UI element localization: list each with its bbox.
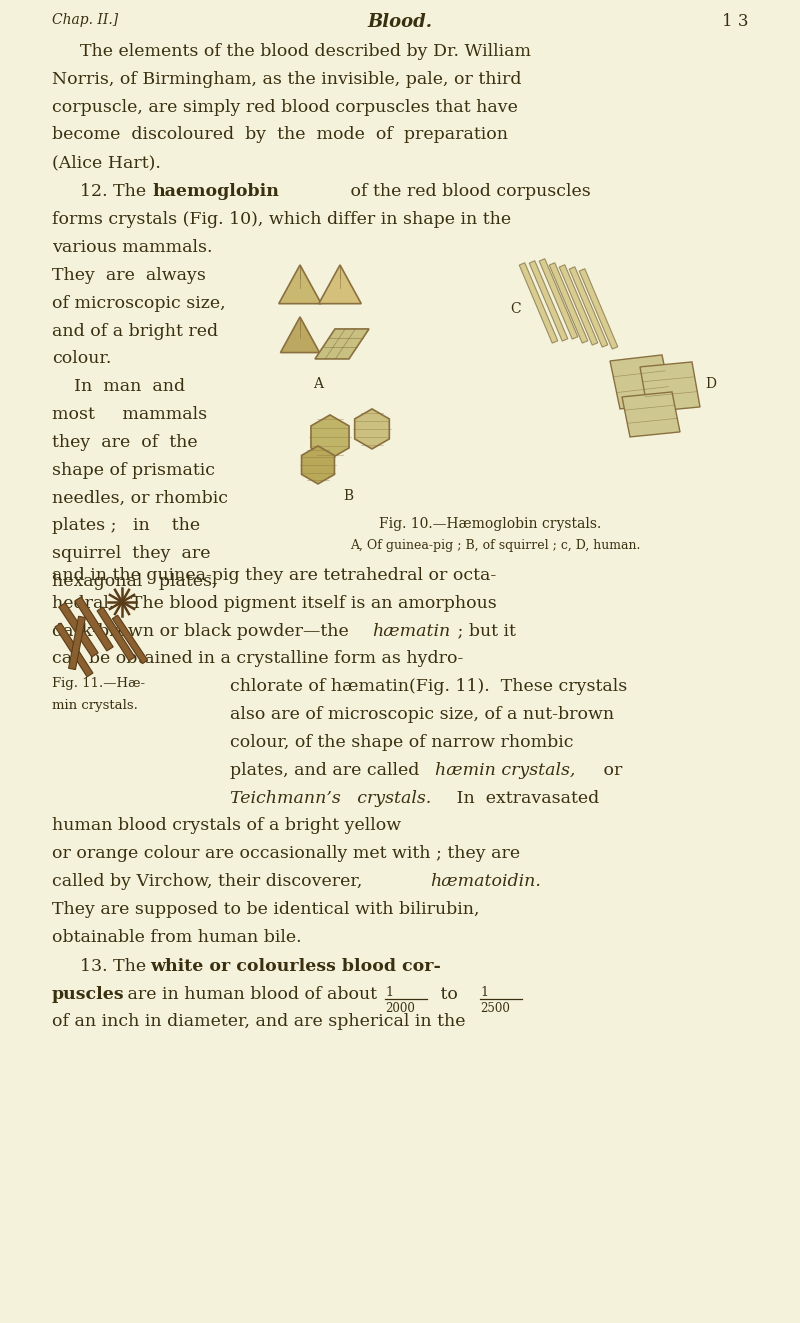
Text: squirrel  they  are: squirrel they are — [52, 545, 210, 562]
Text: to: to — [435, 986, 463, 1003]
Text: Blood.: Blood. — [367, 13, 433, 30]
Text: A: A — [313, 377, 323, 390]
Text: colour, of the shape of narrow rhombic: colour, of the shape of narrow rhombic — [230, 734, 574, 751]
Text: 12. The: 12. The — [80, 184, 152, 201]
Text: or: or — [598, 762, 622, 779]
Text: In  man  and: In man and — [52, 378, 185, 396]
Text: haemoglobin: haemoglobin — [152, 184, 279, 201]
Text: of an inch in diameter, and are spherical in the: of an inch in diameter, and are spherica… — [52, 1013, 466, 1031]
Text: forms crystals (Fig. 10), which differ in shape in the: forms crystals (Fig. 10), which differ i… — [52, 212, 511, 229]
Polygon shape — [74, 597, 114, 651]
Polygon shape — [278, 265, 322, 304]
Polygon shape — [59, 603, 98, 658]
Text: chlorate of hæmatin(Fig. 11).  These crystals: chlorate of hæmatin(Fig. 11). These crys… — [230, 679, 627, 695]
Text: they  are  of  the: they are of the — [52, 434, 198, 451]
Polygon shape — [550, 263, 588, 343]
Text: called by Virchow, their discoverer,: called by Virchow, their discoverer, — [52, 873, 368, 890]
Text: of the red blood corpuscles: of the red blood corpuscles — [345, 184, 590, 201]
Text: 1: 1 — [385, 986, 393, 999]
Text: colour.: colour. — [52, 351, 111, 368]
Text: Norris, of Birmingham, as the invisible, pale, or third: Norris, of Birmingham, as the invisible,… — [52, 71, 522, 87]
Polygon shape — [315, 329, 369, 359]
Text: plates, and are called: plates, and are called — [230, 762, 425, 779]
Polygon shape — [318, 265, 362, 304]
Text: various mammals.: various mammals. — [52, 239, 213, 257]
Polygon shape — [354, 409, 390, 448]
Text: white or colourless blood cor-: white or colourless blood cor- — [150, 958, 441, 975]
Text: plates ;   in    the: plates ; in the — [52, 517, 200, 534]
Polygon shape — [69, 617, 86, 669]
Polygon shape — [570, 267, 608, 347]
Text: can be obtained in a crystalline form as hydro-: can be obtained in a crystalline form as… — [52, 651, 463, 667]
Text: D: D — [705, 377, 716, 390]
Text: Fig. 11.—Hæ-: Fig. 11.—Hæ- — [52, 677, 145, 689]
Text: and of a bright red: and of a bright red — [52, 323, 218, 340]
Text: dark-brown or black powder—the: dark-brown or black powder—the — [52, 623, 354, 639]
Text: 1: 1 — [480, 986, 488, 999]
Polygon shape — [610, 355, 672, 409]
Polygon shape — [519, 263, 558, 343]
Text: They are supposed to be identical with bilirubin,: They are supposed to be identical with b… — [52, 901, 479, 918]
Text: min crystals.: min crystals. — [52, 699, 138, 712]
Text: A, Of guinea-pig ; B, of squirrel ; c, D, human.: A, Of guinea-pig ; B, of squirrel ; c, D… — [350, 538, 640, 552]
Text: obtainable from human bile.: obtainable from human bile. — [52, 929, 302, 946]
Polygon shape — [530, 261, 568, 341]
Text: hedral.   The blood pigment itself is an amorphous: hedral. The blood pigment itself is an a… — [52, 595, 497, 611]
Polygon shape — [55, 623, 93, 677]
Text: 13. The: 13. The — [80, 958, 152, 975]
Text: Fig. 10.—Hæmoglobin crystals.: Fig. 10.—Hæmoglobin crystals. — [379, 517, 601, 531]
Text: B: B — [343, 490, 353, 503]
Text: hexagonal   plates,: hexagonal plates, — [52, 573, 218, 590]
Text: corpuscle, are simply red blood corpuscles that have: corpuscle, are simply red blood corpuscl… — [52, 99, 518, 115]
Polygon shape — [311, 415, 349, 459]
Polygon shape — [539, 259, 578, 339]
Text: become  discoloured  by  the  mode  of  preparation: become discoloured by the mode of prepar… — [52, 127, 508, 143]
Text: are in human blood of about: are in human blood of about — [122, 986, 382, 1003]
Text: 2500: 2500 — [480, 1002, 510, 1015]
Polygon shape — [559, 265, 598, 345]
Text: and in the guinea-pig they are tetrahedral or octa-: and in the guinea-pig they are tetrahedr… — [52, 568, 496, 583]
Text: Teichmann’s   crystals.: Teichmann’s crystals. — [230, 790, 431, 807]
Text: hæmin crystals,: hæmin crystals, — [435, 762, 575, 779]
Text: or orange colour are occasionally met with ; they are: or orange colour are occasionally met wi… — [52, 845, 520, 863]
Text: ; but it: ; but it — [452, 623, 516, 639]
Text: shape of prismatic: shape of prismatic — [52, 462, 215, 479]
Polygon shape — [97, 607, 135, 660]
Text: needles, or rhombic: needles, or rhombic — [52, 490, 228, 507]
Text: of microscopic size,: of microscopic size, — [52, 295, 226, 312]
Text: They  are  always: They are always — [52, 267, 206, 284]
Text: 2000: 2000 — [385, 1002, 415, 1015]
Text: In  extravasated: In extravasated — [440, 790, 599, 807]
Text: hæmatoidin.: hæmatoidin. — [430, 873, 541, 890]
Text: puscles: puscles — [52, 986, 125, 1003]
Text: most     mammals: most mammals — [52, 406, 207, 423]
Polygon shape — [579, 269, 618, 349]
Text: human blood crystals of a bright yellow: human blood crystals of a bright yellow — [52, 818, 401, 835]
Text: hæmatin: hæmatin — [372, 623, 450, 639]
Polygon shape — [622, 392, 680, 437]
Text: The elements of the blood described by Dr. William: The elements of the blood described by D… — [80, 44, 531, 60]
Text: (Alice Hart).: (Alice Hart). — [52, 155, 161, 171]
Text: also are of microscopic size, of a nut-brown: also are of microscopic size, of a nut-b… — [230, 706, 614, 724]
Polygon shape — [112, 615, 148, 664]
Polygon shape — [302, 446, 334, 484]
Text: 1 3: 1 3 — [722, 13, 748, 30]
Polygon shape — [281, 318, 319, 352]
Text: C: C — [510, 302, 521, 316]
Polygon shape — [640, 363, 700, 411]
Text: Chap. II.]: Chap. II.] — [52, 13, 118, 26]
